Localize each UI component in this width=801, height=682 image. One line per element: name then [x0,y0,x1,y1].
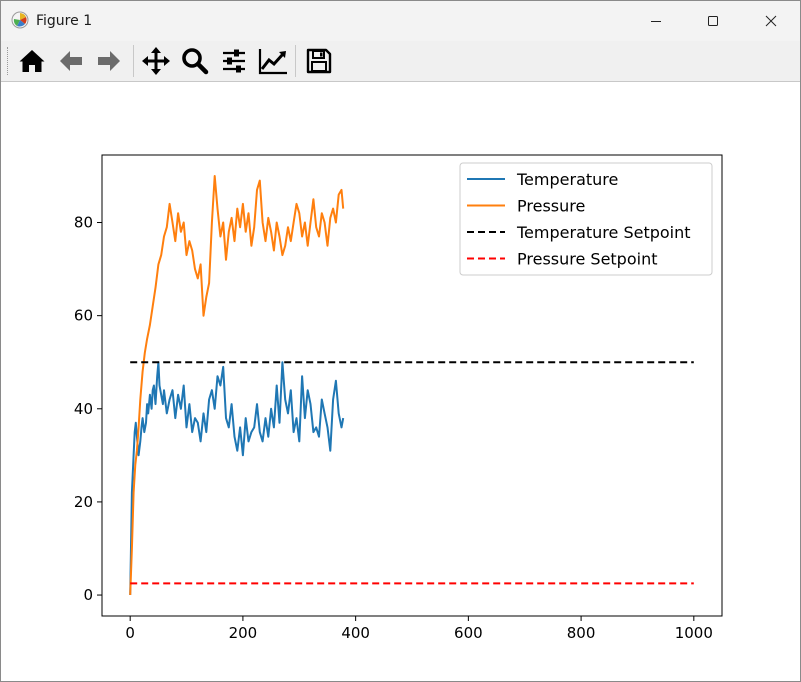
home-button[interactable] [16,45,48,77]
close-button[interactable] [747,1,795,41]
toolbar-separator [295,45,296,77]
y-tick-label: 80 [74,214,93,232]
series-line [129,361,345,596]
x-tick-label: 1000 [675,624,713,642]
legend-label: Pressure Setpoint [517,250,657,269]
y-tick-label: 20 [74,493,93,511]
zoom-button[interactable] [179,45,211,77]
series-line [129,175,345,596]
legend-label: Pressure [517,197,585,216]
x-tick-label: 600 [454,624,483,642]
configure-subplots-button[interactable] [218,45,250,77]
y-tick-label: 40 [74,400,93,418]
save-button[interactable] [303,45,335,77]
x-tick-label: 400 [341,624,370,642]
close-icon [765,15,777,27]
minimize-button[interactable] [632,1,680,41]
maximize-icon [708,16,718,26]
figure-canvas[interactable]: 0 200 400 600 800 1000 0 20 40 60 80 Temperature Pre… [1,82,800,681]
maximize-button[interactable] [689,1,737,41]
line-chart-icon [258,49,287,75]
arrow-right-icon [98,51,120,71]
magnifier-icon [182,48,209,75]
x-tick-label: 0 [125,624,135,642]
forward-button[interactable] [93,45,125,77]
title-bar: Figure 1 [1,1,800,41]
legend [459,162,713,276]
pan-button[interactable] [140,45,172,77]
toolbar-separator [133,45,134,77]
navigation-toolbar [1,41,800,82]
arrow-left-icon [60,51,82,71]
legend-label: Temperature [516,170,618,189]
legend-label: Temperature Setpoint [516,223,691,242]
matplotlib-logo-icon [11,11,29,29]
window-title: Figure 1 [36,13,93,29]
toolbar-grip [7,47,11,75]
y-tick-label: 60 [74,307,93,325]
move-icon [142,47,170,75]
edit-axes-button[interactable] [257,45,289,77]
minimize-icon [651,21,661,22]
sliders-icon [223,49,245,73]
home-icon [19,50,45,72]
back-button[interactable] [55,45,87,77]
line-chart[interactable]: 0 200 400 600 800 1000 0 20 40 60 80 Temperature Pre… [1,82,800,681]
x-tick-label: 800 [567,624,596,642]
floppy-disk-icon [306,48,332,74]
axes-frame [101,154,723,617]
y-tick-label: 0 [83,586,93,604]
x-tick-label: 200 [229,624,258,642]
